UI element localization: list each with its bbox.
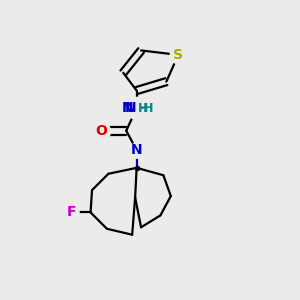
Text: H: H (138, 102, 148, 115)
Text: N: N (122, 101, 134, 116)
Text: S: S (173, 48, 183, 62)
Text: O: O (95, 124, 107, 138)
Text: F: F (67, 206, 76, 219)
Text: N: N (125, 101, 136, 116)
Text: N: N (131, 143, 142, 157)
Text: -H: -H (138, 102, 154, 115)
